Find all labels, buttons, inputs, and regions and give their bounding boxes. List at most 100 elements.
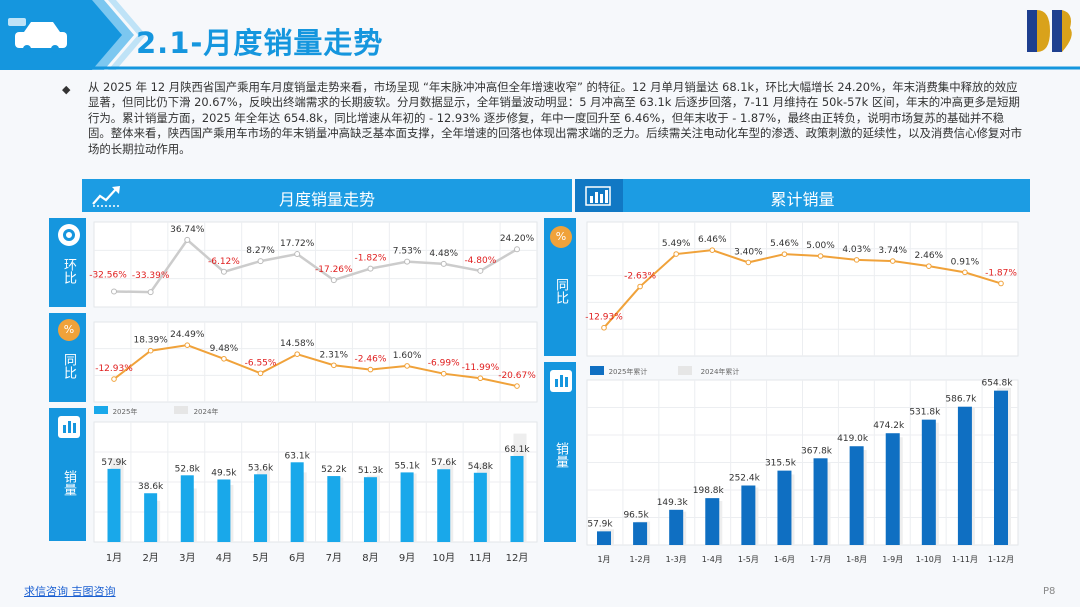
bar-cum-2025 [921,419,936,545]
tab-cum-yoy-label: 同比 [553,278,568,304]
x-tick-label: 1月 [597,555,610,564]
page-title: 2.1-月度销量走势 [136,26,384,60]
yoy-point [331,362,337,369]
page-number: P8 [1043,586,1056,597]
x-tick-label: 9月 [399,552,415,564]
bar-cum-2025 [849,446,864,545]
bar-2025 [290,462,304,542]
x-tick-label: 6月 [289,552,305,564]
bar-2025 [400,472,414,542]
x-tick-label: 1-6月 [774,555,795,564]
x-tick-label: 5月 [252,552,268,564]
x-tick-label: 1-10月 [916,555,942,564]
yoy-point [404,363,410,369]
tab-cum-yoy: % 同比 [544,218,576,356]
x-tick-label: 12月 [506,552,529,564]
bar-cum-label: 198.8k [693,486,725,496]
yoy-label: -12.93% [95,364,133,374]
cum-yoy-point [673,251,679,257]
yoy-label: -20.67% [498,371,536,381]
summary-text: 从 2025 年 12 月陕西省国产乘用车月度销量走势来看，市场呈现 “年末脉冲… [88,80,1023,156]
target-icon [58,224,80,246]
bar-label: 57.9k [101,458,127,468]
x-tick-label: 1-11月 [952,555,978,564]
bar-cum-2025 [813,458,828,545]
cum-yoy-label: 3.40% [734,247,763,257]
yoy-point [367,366,374,373]
mom-label: -17.26% [315,265,353,275]
yoy-point [477,375,484,382]
bar-cum-label: 474.2k [873,421,905,431]
tab-volume: 销量 [49,408,86,541]
yoy-point [147,347,154,354]
bar-2025 [327,476,341,542]
yoy-label: 18.39% [133,336,168,346]
cum-yoy-label: -2.63% [624,272,656,282]
mom-label: -32.56% [89,270,127,280]
bar-cum-label: 149.3k [657,498,689,508]
bar-label: 57.6k [431,458,457,468]
x-tick-label: 4月 [216,552,232,564]
yoy-point [440,370,447,377]
bar-cum-2025 [669,509,684,545]
legend-label-cum-2024: 2024年累计 [701,367,740,376]
bar-chart-icon [585,186,611,206]
x-tick-label: 1-12月 [988,555,1014,564]
bar-label: 51.3k [358,466,384,476]
bar-cum-2025 [957,406,972,545]
bar-cum-label: 96.5k [623,510,649,520]
cum-yoy-label: 0.91% [951,257,980,267]
mom-point [257,258,264,265]
cum-yoy-label: 5.49% [662,239,691,249]
bar-cum-label: 654.8k [982,379,1014,389]
legend-label-2024: 2024年 [194,407,219,416]
yoy-label: -11.99% [462,363,500,373]
bar-2025 [473,472,487,542]
x-tick-label: 3月 [179,552,195,564]
bar-2025 [510,455,524,542]
cum-yoy-point [601,324,607,331]
cum-yoy-point [817,253,824,259]
bar-label: 55.1k [394,461,420,471]
bar-icon [550,370,572,392]
legend-swatch-cum-2024 [678,366,692,375]
yoy-point [184,342,191,348]
right-panel-header: 累计销量 [575,179,1030,212]
car-icon [8,18,67,53]
bar-label: 68.1k [504,445,530,455]
percent-icon: % [58,319,80,341]
x-tick-label: 8月 [362,552,378,564]
cum-yoy-point [926,263,932,269]
cum-yoy-label: -12.93% [585,313,623,323]
bar-label: 54.8k [468,462,494,472]
cum-yoy-label: 4.03% [842,245,871,255]
mom-point [111,288,117,295]
x-tick-label: 2月 [142,552,158,564]
tab-mom-label: 环比 [61,258,76,284]
yoy-label: -6.55% [245,358,277,368]
bar-cum-label: 531.8k [909,408,941,418]
bar-cum-2025 [741,485,756,545]
x-tick-label: 1-7月 [810,555,831,564]
bar-label: 53.6k [248,463,274,473]
tab-cum-volume-label: 销量 [553,442,568,468]
cum-yoy-label: 2.46% [915,251,944,261]
mom-label: 7.53% [393,247,422,257]
x-tick-label: 11月 [469,552,492,564]
mom-point [294,251,301,258]
mom-point [147,289,154,296]
mom-label: 4.48% [429,249,458,259]
tab-yoy: % 同比 [49,313,86,402]
yoy-label: -6.99% [428,359,460,369]
left-panel-header: 月度销量走势 [82,179,572,212]
tab-volume-label: 销量 [61,470,76,496]
left-panel-title: 月度销量走势 [278,190,375,209]
cum-yoy-point [781,251,788,257]
footer-links[interactable]: 求信咨询 吉图咨询 [24,585,116,598]
title-bar [0,0,1080,70]
x-tick-label: 1月 [106,552,122,564]
mom-line [113,238,518,294]
bar-label: 38.6k [138,482,164,492]
